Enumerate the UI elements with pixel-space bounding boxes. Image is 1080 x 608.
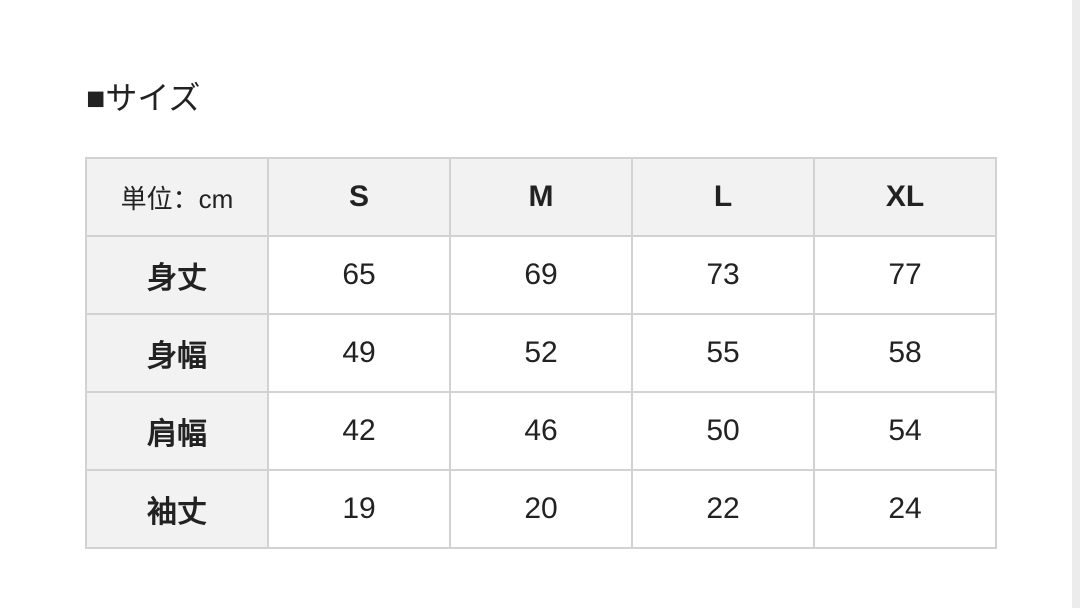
size-header: L [631, 157, 815, 237]
scroll-edge [1072, 0, 1080, 608]
cell: 69 [449, 235, 633, 315]
row-label: 身幅 [85, 313, 269, 393]
cell: 22 [631, 469, 815, 549]
row-label: 身丈 [85, 235, 269, 315]
unit-label: 単位：cm [85, 157, 269, 237]
cell: 52 [449, 313, 633, 393]
cell: 19 [267, 469, 451, 549]
table-row: 身丈 65 69 73 77 [85, 235, 997, 315]
cell: 24 [813, 469, 997, 549]
cell: 46 [449, 391, 633, 471]
cell: 54 [813, 391, 997, 471]
cell: 42 [267, 391, 451, 471]
header-row: 単位：cm S M L XL [85, 157, 997, 237]
size-header: XL [813, 157, 997, 237]
table-row: 身幅 49 52 55 58 [85, 313, 997, 393]
cell: 58 [813, 313, 997, 393]
section-title: ■サイズ [86, 80, 201, 116]
cell: 49 [267, 313, 451, 393]
row-label: 袖丈 [85, 469, 269, 549]
cell: 73 [631, 235, 815, 315]
size-header: S [267, 157, 451, 237]
table-row: 袖丈 19 20 22 24 [85, 469, 997, 549]
size-table: 単位：cm S M L XL 身丈 65 69 73 77 身幅 49 52 5… [85, 157, 997, 549]
cell: 20 [449, 469, 633, 549]
cell: 65 [267, 235, 451, 315]
size-header: M [449, 157, 633, 237]
cell: 77 [813, 235, 997, 315]
row-label: 肩幅 [85, 391, 269, 471]
cell: 50 [631, 391, 815, 471]
cell: 55 [631, 313, 815, 393]
table-row: 肩幅 42 46 50 54 [85, 391, 997, 471]
